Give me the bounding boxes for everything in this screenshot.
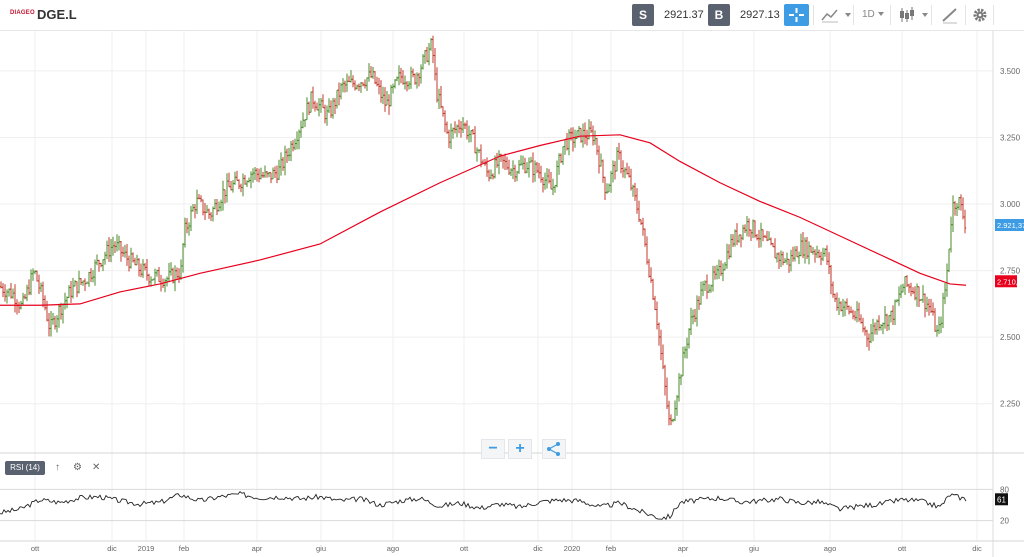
sell-button[interactable]: S bbox=[632, 4, 654, 26]
time-axis-tick-label: dic bbox=[533, 544, 543, 553]
share-icon bbox=[547, 442, 560, 456]
sell-price: 2921.37 bbox=[664, 9, 704, 21]
toolbar-divider bbox=[993, 5, 994, 25]
chart-area[interactable]: 3.500 3.250 3.000 2.750 2.500 2.250 2.921,37 2.… bbox=[0, 31, 1024, 557]
time-axis-tick-label: dic bbox=[972, 544, 982, 553]
price-chart[interactable]: 3.500 3.250 3.000 2.750 2.500 2.250 2.921,37 2.… bbox=[0, 31, 1024, 557]
time-axis-tick-label: apr bbox=[678, 544, 689, 553]
last-price-label: 2.921,37 bbox=[997, 221, 1024, 230]
zoom-out-button[interactable]: − bbox=[481, 439, 505, 459]
time-axis-tick-label: dic bbox=[107, 544, 117, 553]
zoom-in-button[interactable]: + bbox=[508, 439, 532, 459]
candle-style-button[interactable] bbox=[897, 4, 928, 26]
time-axis-tick-label: ott bbox=[460, 544, 469, 553]
time-axis-tick-label: 2019 bbox=[138, 544, 155, 553]
rsi-line bbox=[0, 490, 967, 521]
toolbar-divider bbox=[813, 5, 814, 25]
price-axis-tick-label: 3.500 bbox=[1000, 67, 1021, 76]
crosshair-icon bbox=[789, 8, 804, 22]
time-axis-tick-label: ott bbox=[898, 544, 907, 553]
price-axis-tick-label: 2.750 bbox=[1000, 267, 1021, 276]
arrow-up-icon[interactable]: ↑ bbox=[55, 462, 60, 473]
time-axis-tick-label: feb bbox=[179, 544, 189, 553]
time-axis-tick-label: giu bbox=[316, 544, 326, 553]
candlestick-icon bbox=[900, 7, 914, 22]
rsi-axis-tick-label: 20 bbox=[1000, 517, 1009, 526]
time-axis-tick-label: apr bbox=[252, 544, 263, 553]
time-axis-tick-label: ott bbox=[31, 544, 40, 553]
brand-logo: DIAGEO bbox=[10, 10, 35, 16]
last-price-marker bbox=[995, 218, 1024, 231]
gear-icon bbox=[973, 8, 987, 22]
time-axis-tick-label: ago bbox=[387, 544, 400, 553]
price-axis-tick-label: 2.500 bbox=[1000, 333, 1021, 342]
gear-icon[interactable]: ⚙ bbox=[73, 462, 82, 473]
time-axis-tick-label: 2020 bbox=[564, 544, 581, 553]
buy-button[interactable]: B bbox=[708, 4, 730, 26]
price-axis-tick-label: 3.000 bbox=[1000, 200, 1021, 209]
timeframe-label: 1D bbox=[862, 9, 875, 20]
toolbar-divider bbox=[890, 5, 891, 25]
top-toolbar: DIAGEO DGE.L S 2921.37 B 2927.13 1D bbox=[0, 0, 1024, 31]
chevron-down-icon bbox=[922, 13, 928, 17]
share-button[interactable] bbox=[542, 439, 566, 459]
rsi-last-value-label: 61 bbox=[997, 495, 1006, 504]
rsi-last-value-marker bbox=[995, 493, 1008, 506]
ma-value-marker bbox=[995, 275, 1017, 288]
moving-average-line bbox=[0, 134, 967, 306]
time-axis-tick-label: ago bbox=[824, 544, 837, 553]
toolbar-divider bbox=[965, 5, 966, 25]
rsi-axis-tick-label: 80 bbox=[1000, 485, 1009, 494]
timeframe-selector[interactable]: 1D bbox=[862, 9, 884, 20]
toolbar-divider bbox=[853, 5, 854, 25]
close-icon[interactable]: ✕ bbox=[92, 462, 101, 473]
settings-button[interactable] bbox=[970, 4, 990, 26]
crosshair-button[interactable] bbox=[784, 4, 809, 26]
drawing-tools-button[interactable] bbox=[940, 4, 962, 26]
price-axis-tick-label: 3.250 bbox=[1000, 133, 1021, 142]
price-axis-tick-label: 2.250 bbox=[1000, 400, 1021, 409]
time-axis-tick-label: feb bbox=[606, 544, 616, 553]
line-chart-icon bbox=[821, 9, 838, 23]
instrument-symbol: DGE.L bbox=[37, 7, 77, 22]
buy-price: 2927.13 bbox=[740, 9, 780, 21]
chevron-down-icon bbox=[877, 12, 884, 17]
ma-value-label: 2.710, bbox=[997, 277, 1018, 286]
chevron-down-icon bbox=[845, 13, 851, 17]
toolbar-divider bbox=[931, 5, 932, 25]
chart-type-button[interactable] bbox=[820, 4, 851, 26]
time-axis-tick-label: giu bbox=[749, 544, 759, 553]
draw-icon bbox=[942, 8, 957, 24]
rsi-indicator-label[interactable]: RSI (14) bbox=[5, 461, 45, 475]
